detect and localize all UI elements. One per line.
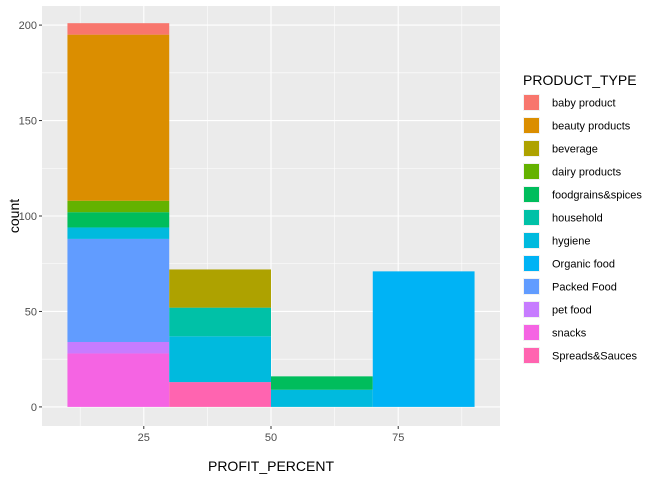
- legend-key: [524, 325, 539, 340]
- bar-segment: [169, 336, 271, 383]
- legend-key: [524, 164, 539, 179]
- y-axis-title: count: [6, 199, 22, 233]
- y-tick-label: 0: [31, 402, 37, 414]
- bar-segment: [67, 353, 170, 407]
- legend-key: [524, 348, 539, 363]
- bar-segment: [169, 382, 271, 407]
- y-tick-label: 100: [19, 211, 37, 223]
- legend-key: [524, 256, 539, 271]
- bar-segment: [67, 342, 170, 354]
- bar-segment: [67, 34, 170, 201]
- legend-title: PRODUCT_TYPE: [523, 72, 637, 88]
- legend: PRODUCT_TYPE baby product beauty products…: [523, 72, 642, 364]
- bar-segment: [169, 307, 271, 337]
- bar-segment: [67, 23, 170, 35]
- bar-segment: [271, 389, 373, 407]
- bars: [67, 23, 475, 407]
- y-axis: 0 50 100 150 200: [19, 20, 42, 414]
- bar-segment: [271, 376, 373, 390]
- legend-label: Organic food: [552, 259, 615, 271]
- legend-label: hygiene: [552, 236, 591, 248]
- y-tick-label: 50: [25, 306, 37, 318]
- legend-label: beauty products: [552, 121, 631, 133]
- legend-key: [524, 279, 539, 294]
- legend-label: snacks: [552, 328, 587, 340]
- bar-segment: [372, 271, 475, 407]
- legend-label: baby product: [552, 98, 616, 110]
- bar-segment: [67, 238, 170, 342]
- x-axis-title: PROFIT_PERCENT: [208, 458, 334, 474]
- x-tick-label: 25: [138, 432, 150, 444]
- y-tick-label: 200: [19, 20, 37, 32]
- x-tick-label: 75: [392, 432, 404, 444]
- legend-label: pet food: [552, 305, 592, 317]
- legend-label: Packed Food: [552, 282, 617, 294]
- legend-key: [524, 187, 539, 202]
- legend-key: [524, 302, 539, 317]
- bar-segment: [67, 200, 170, 213]
- x-axis: 25 50 75: [138, 426, 404, 444]
- legend-label: beverage: [552, 144, 598, 156]
- bar-segment: [67, 227, 170, 239]
- bar-segment: [67, 212, 170, 228]
- legend-label: household: [552, 213, 603, 225]
- bar-segment: [169, 269, 271, 308]
- x-tick-label: 50: [265, 432, 277, 444]
- legend-key: [524, 118, 539, 133]
- legend-label: Spreads&Sauces: [552, 351, 637, 363]
- y-tick-label: 150: [19, 116, 37, 128]
- legend-label: dairy products: [552, 167, 622, 179]
- legend-key: [524, 233, 539, 248]
- legend-key: [524, 141, 539, 156]
- legend-key: [524, 95, 539, 110]
- legend-key: [524, 210, 539, 225]
- legend-label: foodgrains&spices: [552, 190, 642, 202]
